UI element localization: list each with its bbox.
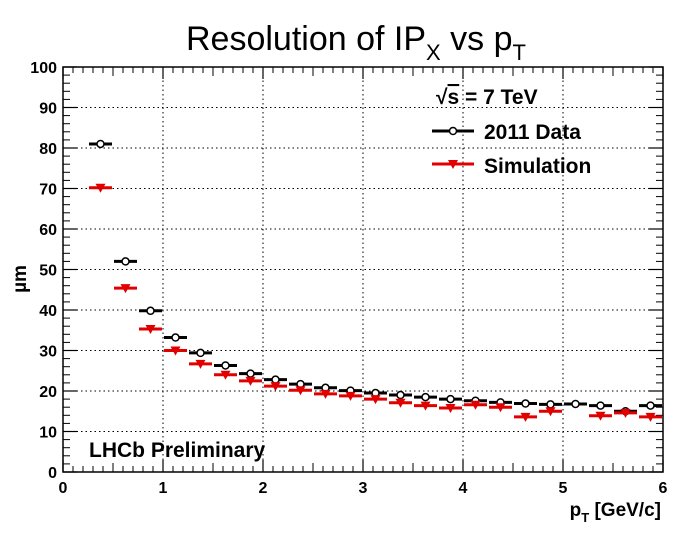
data-point-marker <box>596 401 605 410</box>
data-point-marker <box>96 139 105 149</box>
simulation-point-marker <box>595 411 606 421</box>
simulation-point-marker <box>320 389 331 399</box>
chart-title-text: Resolution of IPX vs pT <box>186 20 526 65</box>
title-prefix: Resolution of IP <box>186 20 426 58</box>
lhcb-preliminary-annotation: LHCb Preliminary <box>89 439 266 462</box>
simulation-point-marker <box>395 398 406 408</box>
title-middle-subscript: T <box>513 40 526 65</box>
data-point-marker <box>196 348 205 358</box>
legend-marker-data <box>448 126 458 136</box>
x-tick-label: 2 <box>259 480 268 497</box>
simulation-point-marker <box>220 370 231 380</box>
y-tick-label: 30 <box>39 344 57 361</box>
simulation-point-marker <box>445 404 456 414</box>
series <box>89 139 662 422</box>
data-point-marker <box>571 399 580 409</box>
simulation-point-marker <box>370 395 381 405</box>
legend-header-rest: = 7 TeV <box>459 86 537 109</box>
series-simulation <box>89 183 662 422</box>
data-point-marker <box>521 399 530 408</box>
x-tick-label: 1 <box>159 480 168 497</box>
y-tick-label: 0 <box>48 465 57 482</box>
x-tick-label: 0 <box>59 480 68 497</box>
legend-entry-data: 2011 Data <box>432 121 581 144</box>
simulation-point-marker <box>195 359 206 369</box>
title-middle: vs p <box>441 20 513 58</box>
y-tick-label: 40 <box>39 303 57 320</box>
x-axis-label-main: p <box>570 500 582 521</box>
simulation-point-marker <box>95 183 106 193</box>
title-prefix-subscript: X <box>426 40 441 65</box>
x-tick-label: 4 <box>459 480 468 497</box>
y-tick-label: 100 <box>30 60 57 77</box>
simulation-point-marker <box>495 403 506 413</box>
simulation-point-marker <box>645 412 656 422</box>
x-axis-label-subscript: T <box>581 510 589 525</box>
data-point-marker <box>171 333 180 342</box>
y-tick-label: 10 <box>39 425 57 442</box>
data-point-marker <box>271 375 280 384</box>
chart-title: Resolution of IPX vs pT <box>186 20 526 65</box>
x-axis-label-rest: [GeV/c] <box>589 500 661 521</box>
grid <box>63 67 663 472</box>
simulation-point-marker <box>520 412 531 422</box>
data-point-marker <box>221 361 230 370</box>
legend-header-s: s <box>448 86 460 109</box>
legend-label-data: 2011 Data <box>484 121 581 144</box>
x-tick-label: 3 <box>359 480 368 497</box>
simulation-point-marker <box>545 407 556 417</box>
y-tick-label: 20 <box>39 384 57 401</box>
simulation-point-marker <box>295 386 306 396</box>
y-axis-label: µm <box>10 265 31 293</box>
data-point-marker <box>421 392 430 402</box>
data-point-marker <box>396 390 405 400</box>
x-tick-label: 6 <box>659 480 668 497</box>
simulation-point-marker <box>270 382 281 392</box>
simulation-point-marker <box>345 391 356 401</box>
data-point-marker <box>646 401 655 410</box>
simulation-point-marker <box>470 400 481 410</box>
simulation-point-marker <box>145 325 156 335</box>
simulation-point-marker <box>620 408 631 418</box>
y-tick-label: 50 <box>39 263 57 280</box>
x-tick-label: 5 <box>559 480 568 497</box>
y-tick-label: 70 <box>39 182 57 199</box>
simulation-point-marker <box>245 376 256 386</box>
legend-marker-simulation <box>448 160 458 169</box>
simulation-point-marker <box>120 284 131 294</box>
legend-entry-simulation: Simulation <box>432 155 591 178</box>
legend-header-sqrt: √ <box>436 86 448 109</box>
data-point-marker <box>546 400 555 409</box>
y-tick-label: 90 <box>39 101 57 118</box>
series-data <box>89 139 662 416</box>
x-axis-label: pT [GeV/c] <box>570 500 661 525</box>
legend-label-simulation: Simulation <box>484 155 591 178</box>
data-point-marker <box>246 369 255 378</box>
data-point-marker <box>146 306 155 316</box>
legend: √s = 7 TeV 2011 Data Simulation <box>432 86 591 178</box>
y-tick-label: 60 <box>39 222 57 239</box>
data-point-marker <box>446 394 455 404</box>
simulation-point-marker <box>170 346 181 356</box>
y-tick-label: 80 <box>39 141 57 158</box>
legend-header: √s = 7 TeV <box>436 86 538 109</box>
data-point-marker <box>121 257 130 266</box>
plot-frame <box>62 66 664 473</box>
simulation-point-marker <box>420 401 431 411</box>
